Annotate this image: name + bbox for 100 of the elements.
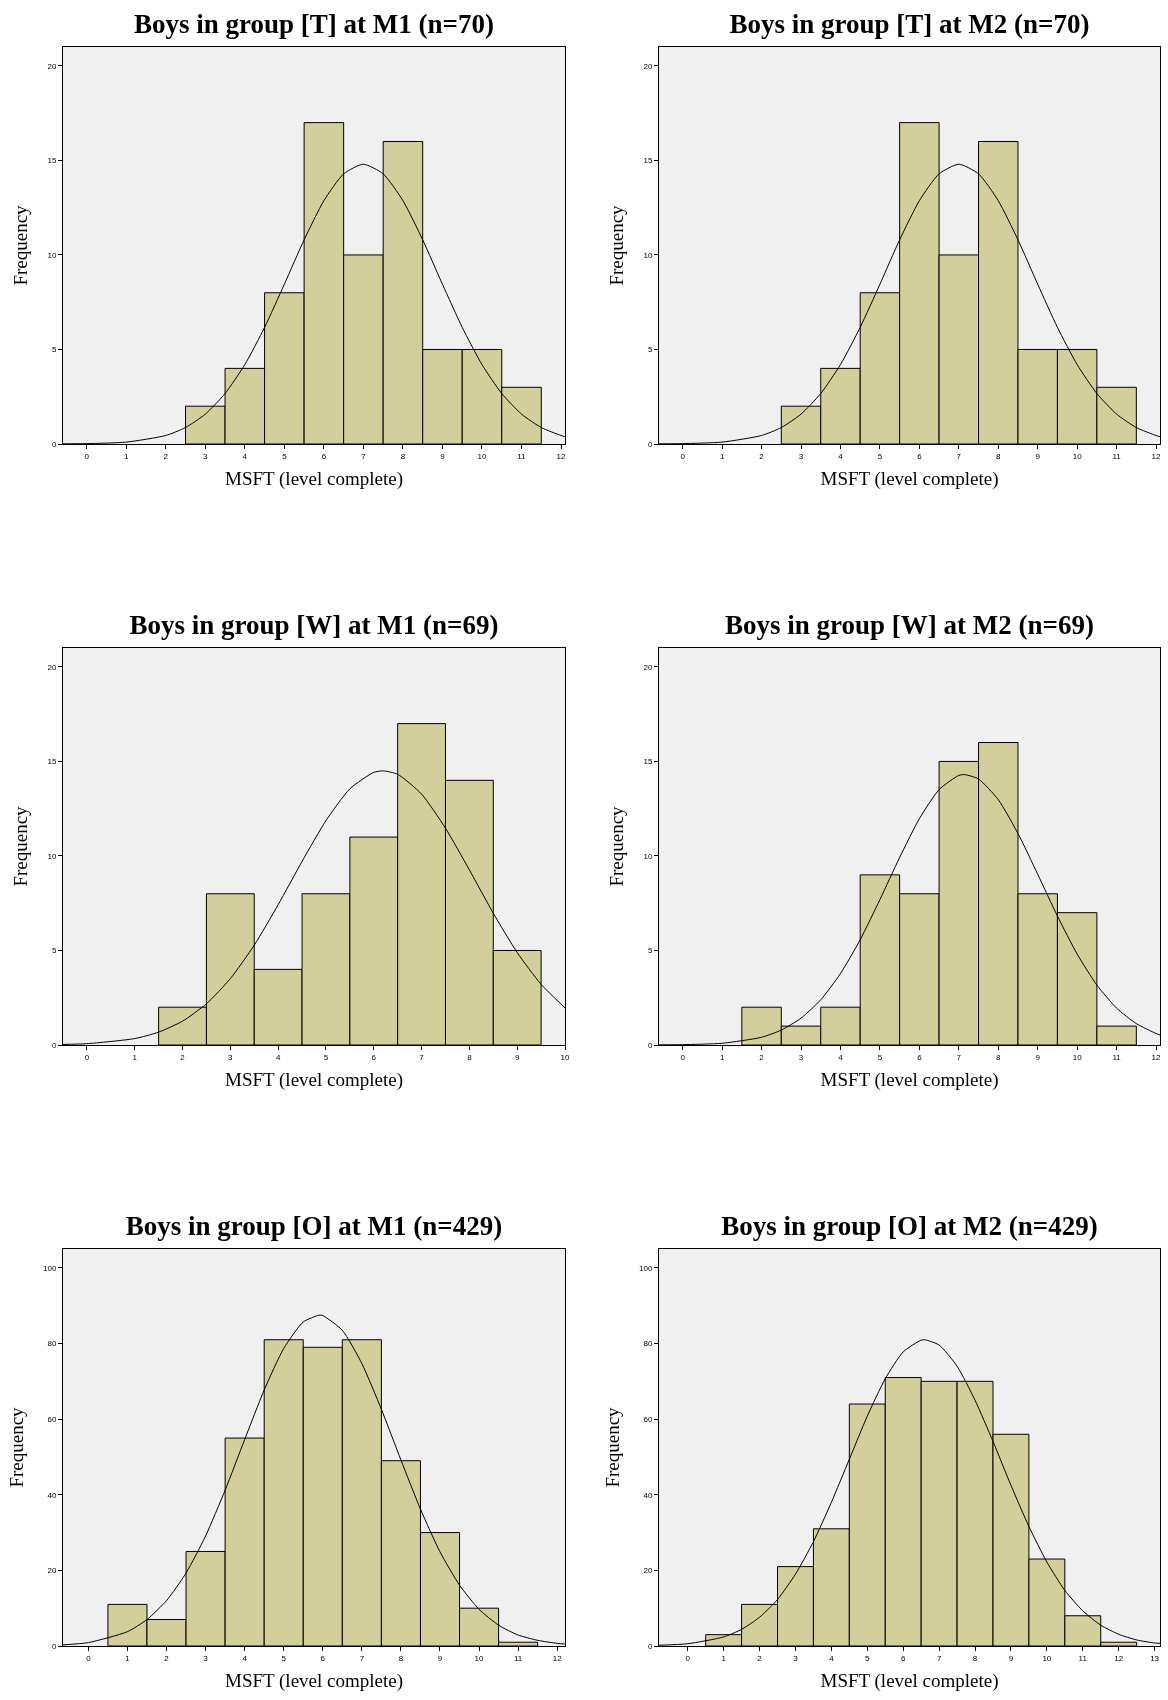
x-tick-label: 8 [398, 1653, 404, 1663]
x-tick-label: 9 [437, 1653, 443, 1663]
x-tick-label: 7 [419, 1052, 425, 1062]
y-tick-label: 20 [47, 61, 57, 71]
y-tick-label: 0 [647, 439, 653, 449]
y-axis-title: Frequency [10, 805, 32, 887]
x-axis-title: MSFT (level complete) [820, 468, 999, 491]
y-tick-label: 60 [643, 1414, 653, 1424]
x-tick-label: 1 [719, 451, 725, 461]
x-tick-label: 11 [517, 451, 527, 461]
chart-title: Boys in group [T] at M2 (n=70) [729, 9, 1090, 40]
x-tick-label: 2 [759, 1052, 765, 1062]
y-tick-label: 100 [639, 1263, 653, 1273]
x-tick-label: 6 [917, 1052, 923, 1062]
x-tick-label: 10 [1042, 1653, 1052, 1663]
y-tick-label: 60 [47, 1414, 57, 1424]
x-tick-label: 10 [474, 1653, 485, 1663]
x-tick-label: 11 [1112, 1052, 1122, 1062]
x-tick-label: 0 [680, 1052, 686, 1062]
x-tick-label: 3 [203, 1653, 209, 1663]
x-tick-label: 12 [552, 1653, 563, 1663]
x-tick-label: 3 [798, 1052, 804, 1062]
y-axis-title: Frequency [601, 1406, 623, 1488]
x-tick-label: 4 [838, 451, 844, 461]
y-tick-label: 10 [47, 851, 57, 861]
x-tick-label: 3 [793, 1653, 799, 1663]
x-tick-label: 9 [1035, 1052, 1041, 1062]
x-tick-label: 2 [757, 1653, 763, 1663]
chart-title: Boys in group [T] at M1 (n=70) [134, 9, 494, 40]
y-tick-label: 10 [47, 250, 57, 260]
y-tick-label: 80 [47, 1339, 57, 1349]
x-tick-label: 4 [242, 1653, 248, 1663]
y-axis-title: Frequency [10, 204, 32, 286]
x-tick-label: 0 [84, 1052, 90, 1062]
x-tick-label: 11 [1112, 451, 1122, 461]
y-axis-title: Frequency [606, 805, 628, 887]
y-axis-title: Frequency [606, 204, 628, 286]
x-tick-label: 5 [323, 1052, 329, 1062]
x-tick-label: 6 [371, 1052, 377, 1062]
x-tick-label: 7 [936, 1653, 942, 1663]
x-axis-title: MSFT (level complete) [224, 468, 404, 491]
x-tick-label: 6 [917, 451, 923, 461]
x-tick-label: 6 [900, 1653, 906, 1663]
x-tick-label: 5 [282, 451, 288, 461]
x-tick-label: 0 [84, 451, 90, 461]
x-tick-label: 5 [865, 1653, 871, 1663]
x-tick-label: 5 [281, 1653, 287, 1663]
x-tick-label: 9 [1008, 1653, 1014, 1663]
y-tick-label: 10 [643, 851, 653, 861]
x-tick-label: 8 [996, 451, 1002, 461]
x-tick-label: 10 [1072, 1052, 1083, 1062]
y-tick-label: 0 [647, 1641, 653, 1651]
x-tick-label: 0 [680, 451, 686, 461]
x-axis-title: MSFT (level complete) [224, 1670, 404, 1693]
chart-title: Boys in group [O] at M1 (n=429) [125, 1211, 503, 1242]
x-axis-title: MSFT (level complete) [820, 1069, 999, 1092]
x-tick-label: 0 [86, 1653, 92, 1663]
x-tick-label: 4 [838, 1052, 844, 1062]
x-tick-label: 8 [400, 451, 406, 461]
y-tick-label: 20 [643, 61, 653, 71]
y-tick-label: 5 [51, 946, 57, 956]
x-tick-label: 3 [798, 451, 804, 461]
y-tick-label: 100 [43, 1263, 57, 1273]
x-tick-label: 7 [359, 1653, 365, 1663]
chart-title: Boys in group [O] at M2 (n=429) [721, 1211, 1098, 1242]
x-tick-label: 4 [242, 451, 248, 461]
x-tick-label: 7 [956, 1052, 962, 1062]
x-axis-title: MSFT (level complete) [224, 1069, 404, 1092]
y-tick-label: 20 [47, 662, 57, 672]
x-tick-label: 11 [1078, 1653, 1088, 1663]
x-tick-label: 9 [1035, 451, 1041, 461]
x-tick-label: 1 [721, 1653, 727, 1663]
x-tick-label: 9 [514, 1052, 520, 1062]
y-tick-label: 20 [643, 662, 653, 672]
x-tick-label: 2 [180, 1052, 186, 1062]
x-tick-label: 12 [556, 451, 567, 461]
x-tick-label: 11 [513, 1653, 523, 1663]
y-tick-label: 0 [51, 439, 57, 449]
x-tick-label: 10 [477, 451, 487, 461]
x-tick-label: 12 [1151, 1052, 1162, 1062]
y-tick-label: 5 [647, 946, 653, 956]
x-tick-label: 5 [877, 1052, 883, 1062]
y-tick-label: 20 [47, 1566, 57, 1576]
chart-title: Boys in group [W] at M1 (n=69) [129, 610, 499, 641]
x-tick-label: 2 [164, 1653, 170, 1663]
y-tick-label: 40 [643, 1490, 653, 1500]
x-tick-label: 7 [956, 451, 962, 461]
x-tick-label: 1 [124, 451, 130, 461]
y-tick-label: 0 [51, 1641, 57, 1651]
y-tick-label: 20 [643, 1566, 653, 1576]
y-tick-label: 40 [47, 1490, 57, 1500]
y-tick-label: 0 [51, 1040, 57, 1050]
x-tick-label: 4 [829, 1653, 835, 1663]
chart-title: Boys in group [W] at M2 (n=69) [725, 610, 1094, 641]
y-tick-label: 15 [643, 156, 653, 166]
y-axis-title: Frequency [5, 1406, 27, 1488]
x-tick-label: 8 [996, 1052, 1002, 1062]
x-tick-label: 12 [1151, 451, 1162, 461]
x-tick-label: 9 [440, 451, 446, 461]
x-tick-label: 13 [1150, 1653, 1160, 1663]
